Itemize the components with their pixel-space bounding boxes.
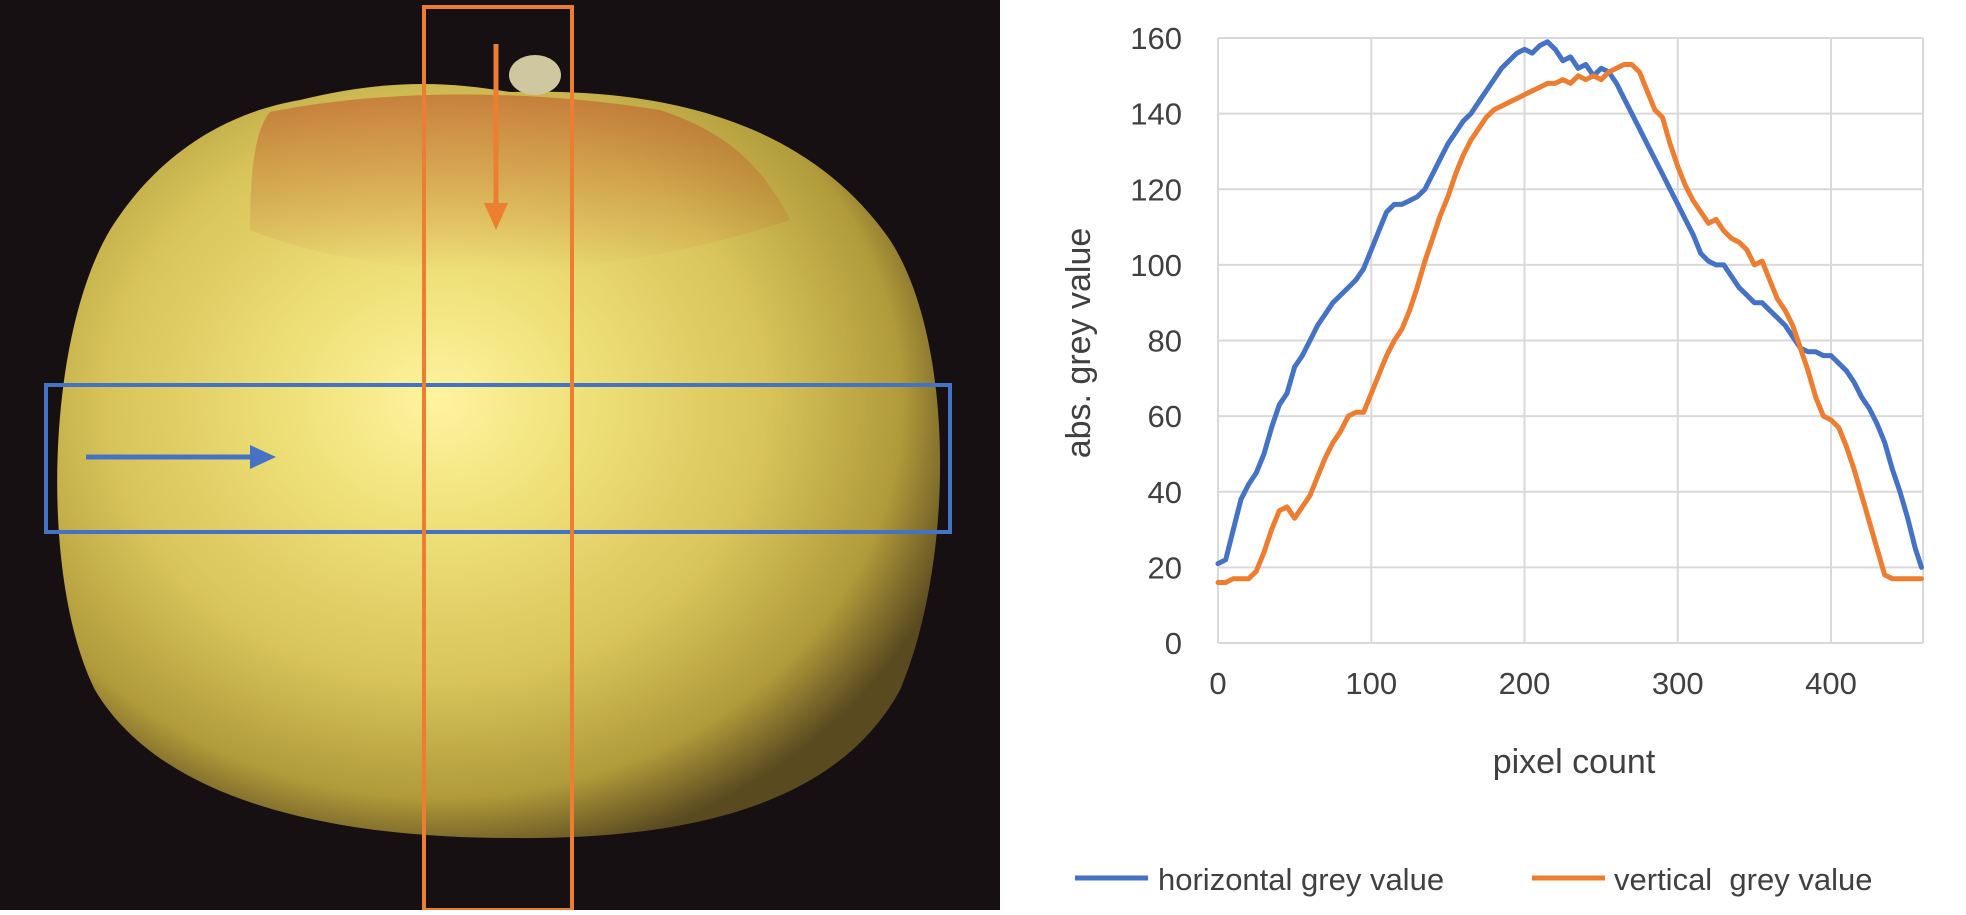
apple-blush (250, 94, 790, 270)
apple-photo-panel (0, 0, 1000, 912)
chart-gridlines (1217, 37, 1924, 644)
series-line-vertical (1215, 62, 1924, 585)
chart-series (1215, 39, 1924, 585)
x-tick-label: 0 (1209, 666, 1226, 701)
x-axis-tick-labels: 0 100 200 300 400 (1209, 666, 1857, 701)
x-tick-label: 400 (1805, 666, 1857, 701)
chart-legend: horizontal grey value vertical grey valu… (1075, 862, 1872, 897)
x-tick-label: 100 (1345, 666, 1397, 701)
grey-value-line-chart: 0 20 40 60 80 100 120 140 160 0 100 200 300 400 pixe… (1060, 21, 1924, 897)
y-axis-label: abs. grey value (1060, 228, 1098, 459)
x-axis-label: pixel count (1493, 743, 1656, 781)
y-tick-label: 160 (1130, 21, 1182, 56)
arrow-down-icon (484, 44, 508, 230)
horizontal-scan-box (44, 383, 952, 534)
series-line-horizontal (1215, 39, 1924, 570)
apple-stem (509, 55, 561, 95)
y-tick-label: 100 (1130, 248, 1182, 283)
y-tick-label: 60 (1148, 399, 1182, 434)
y-axis-tick-labels: 0 20 40 60 80 100 120 140 160 (1130, 21, 1182, 661)
y-tick-label: 140 (1130, 97, 1182, 132)
legend-label-vertical: vertical grey value (1614, 862, 1872, 897)
y-tick-label: 40 (1148, 475, 1182, 510)
y-tick-label: 20 (1148, 550, 1182, 585)
x-tick-label: 200 (1499, 666, 1551, 701)
legend-label-horizontal: horizontal grey value (1158, 862, 1444, 897)
arrow-right-icon (86, 445, 276, 469)
x-tick-label: 300 (1652, 666, 1704, 701)
y-tick-label: 80 (1148, 324, 1182, 359)
grey-value-chart-panel: 0 20 40 60 80 100 120 140 160 0 100 200 300 400 pixe… (1000, 0, 1966, 910)
apple-body (57, 83, 941, 839)
y-tick-label: 120 (1130, 172, 1182, 207)
y-tick-label: 0 (1165, 626, 1182, 661)
apple-photo (0, 0, 1000, 912)
